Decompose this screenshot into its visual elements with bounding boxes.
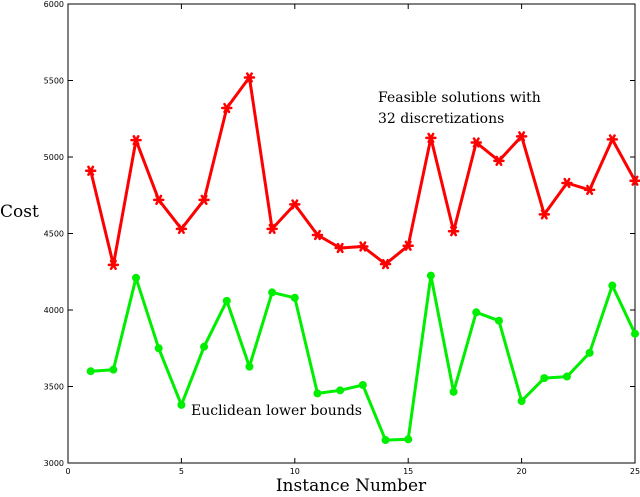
series-1-point	[608, 281, 617, 290]
series-1-point	[268, 288, 277, 297]
y-axis-title: Cost	[0, 202, 39, 222]
series-1-point	[245, 362, 254, 371]
series-1-point	[381, 436, 390, 445]
series-1-point	[109, 365, 118, 374]
series-1-point	[200, 342, 209, 351]
series-0-point	[311, 229, 324, 241]
series-1-point	[336, 386, 345, 395]
series-1-point	[86, 367, 95, 376]
y-tick-label: 6000	[44, 0, 64, 9]
series-1-point	[494, 316, 503, 325]
series-0-point	[538, 209, 551, 220]
series-0-point	[175, 223, 188, 235]
series-1-point	[540, 374, 549, 383]
series-0-point	[198, 194, 210, 205]
series-1-point	[154, 344, 163, 353]
series-0-point	[425, 132, 437, 144]
feasible-annotation-line-1: Feasible solutions with	[378, 90, 541, 106]
series-1-point	[472, 308, 481, 317]
series-1-point	[358, 380, 367, 389]
series-1-point	[404, 435, 413, 444]
x-tick-label: 15	[403, 467, 413, 476]
series-0-point	[561, 177, 573, 189]
series-0-point	[243, 72, 256, 83]
x-tick-label: 5	[179, 467, 184, 476]
axis-ticks: 0 5 10 15 20 25 3000 3500 4000 4500 5000 5500 6000	[44, 0, 640, 476]
series-0-point	[84, 165, 97, 176]
series-0-point	[152, 194, 165, 205]
y-tick-label: 3500	[44, 383, 64, 392]
series-group	[84, 72, 640, 445]
series-1-point	[585, 348, 594, 357]
x-tick-label: 20	[517, 467, 527, 476]
x-tick-label: 10	[290, 467, 300, 476]
x-tick-label: 25	[630, 467, 640, 476]
y-tick-label: 5500	[44, 77, 64, 86]
series-1-point	[631, 329, 639, 338]
y-tick-label: 5000	[44, 153, 64, 162]
series-0-point	[629, 175, 640, 186]
series-1-point	[517, 397, 526, 406]
series-1-point	[562, 372, 571, 381]
series-0-point	[334, 242, 346, 254]
series-0-point	[289, 199, 301, 210]
plot-area	[67, 3, 636, 464]
series-0-point	[130, 135, 142, 146]
series-0-point	[107, 259, 120, 271]
x-tick-label: 0	[65, 467, 70, 476]
series-0-point	[606, 134, 619, 145]
euclidean-annotation: Euclidean lower bounds	[191, 403, 362, 419]
series-0-point	[266, 223, 278, 235]
y-tick-label: 4000	[44, 306, 64, 315]
y-tick-label: 3000	[44, 459, 64, 468]
series-0-point	[493, 155, 505, 166]
series-0-point	[447, 226, 460, 237]
series-0-point	[357, 241, 369, 252]
series-1-point	[313, 389, 322, 398]
y-tick-label: 4500	[44, 230, 64, 239]
series-0-point	[402, 240, 414, 251]
series-1-point	[449, 387, 458, 396]
series-0-point	[470, 137, 482, 148]
series-1-point	[132, 273, 141, 282]
series-1-point	[222, 296, 231, 305]
series-0-point	[515, 131, 528, 142]
feasible-annotation-line-2: 32 discretizations	[378, 111, 504, 127]
series-0-point	[379, 258, 392, 270]
series-1-point	[177, 400, 186, 409]
series-1-point	[426, 271, 435, 280]
series-1-point	[290, 293, 299, 302]
x-axis-title: Instance Number	[276, 476, 427, 496]
series-0-point	[583, 184, 596, 196]
series-0-point	[221, 102, 233, 114]
